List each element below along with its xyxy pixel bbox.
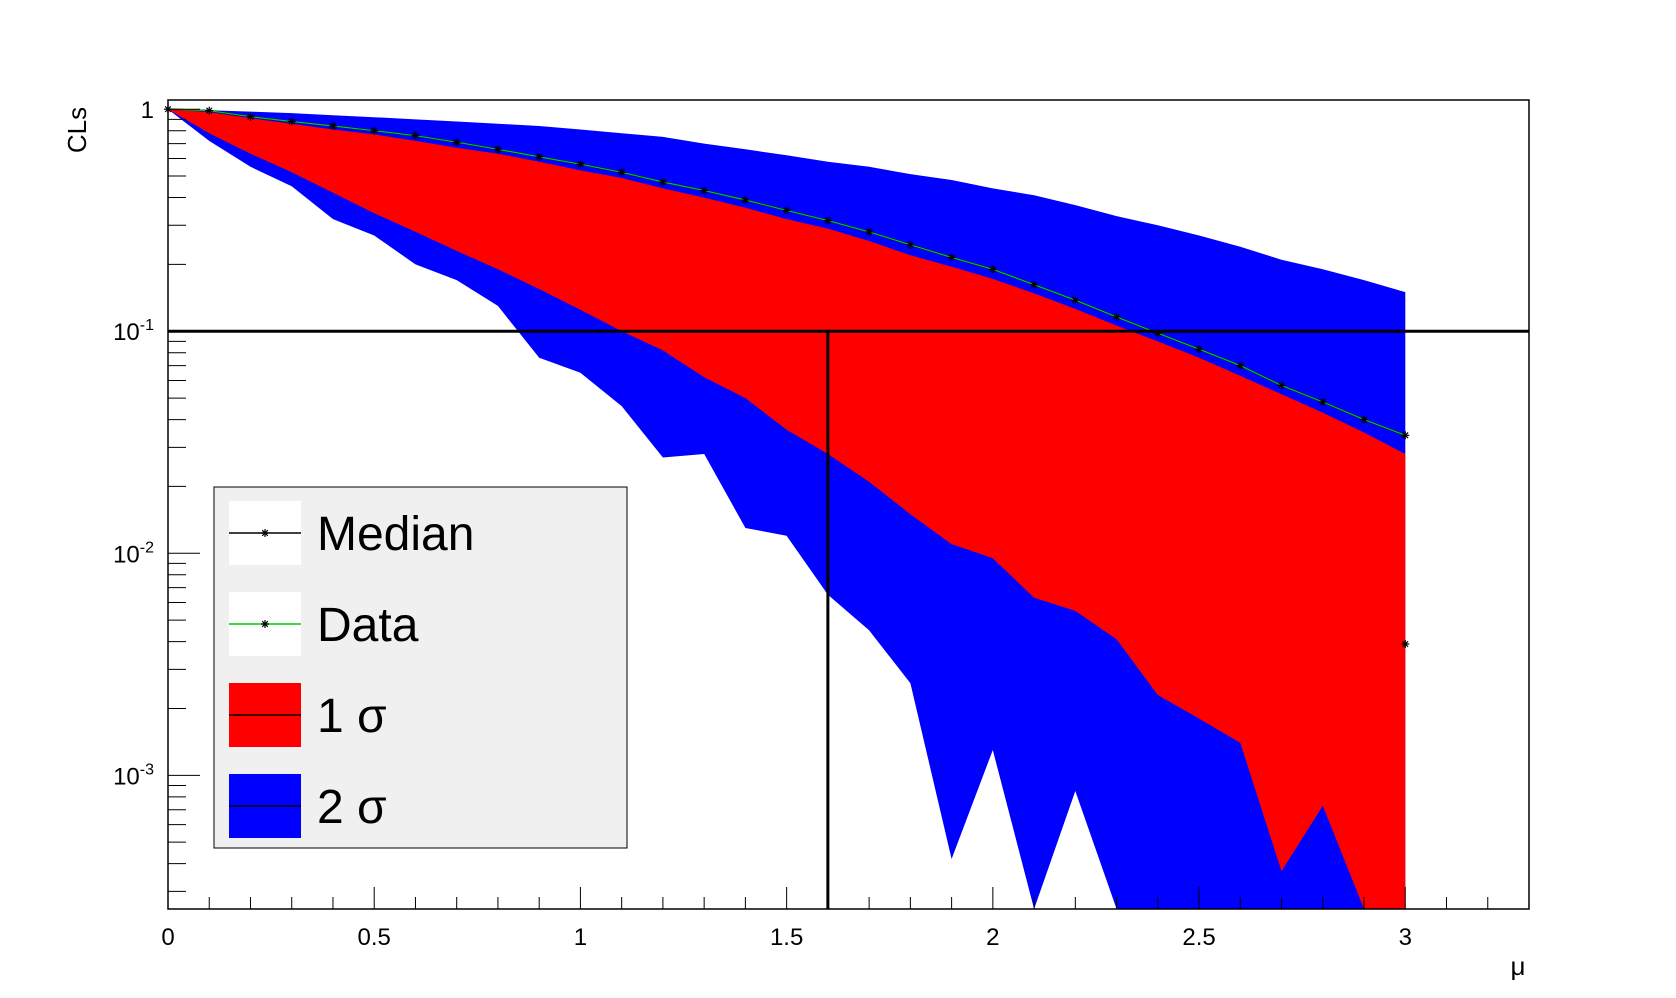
median-point bbox=[493, 145, 502, 154]
median-point bbox=[328, 122, 337, 131]
median-point bbox=[370, 126, 379, 135]
median-point bbox=[452, 138, 461, 147]
legend-label: Median bbox=[317, 508, 474, 561]
median-point bbox=[906, 240, 915, 249]
median-point bbox=[823, 216, 832, 225]
legend-item-2: Data bbox=[229, 592, 419, 656]
median-point bbox=[1277, 381, 1286, 390]
x-tick-label: 0.5 bbox=[358, 924, 391, 951]
legend-label: 1 σ bbox=[317, 690, 387, 743]
axes-layer: 0 0.5 1 1.5 2 2.5 3 1 10-1 10-2 10-3 bbox=[113, 97, 1530, 951]
median-point bbox=[1071, 296, 1080, 305]
x-tick-label: 0 bbox=[161, 924, 174, 951]
median-point bbox=[1030, 280, 1039, 289]
x-tick-label: 2 bbox=[986, 924, 999, 951]
median-point bbox=[1195, 345, 1204, 354]
extra-point bbox=[1401, 640, 1410, 649]
median-point bbox=[1360, 415, 1369, 424]
x-tick-label: 2.5 bbox=[1182, 924, 1215, 951]
median-point bbox=[1401, 431, 1410, 440]
median-point bbox=[700, 186, 709, 195]
median-point bbox=[1318, 398, 1327, 407]
y-tick-label: 10-1 bbox=[113, 317, 154, 346]
x-tick-label: 1.5 bbox=[770, 924, 803, 951]
y-tick-label: 1 bbox=[141, 97, 154, 124]
median-point bbox=[287, 117, 296, 126]
median-point bbox=[205, 106, 214, 115]
legend-label: Data bbox=[317, 599, 419, 652]
median-point bbox=[741, 195, 750, 204]
lines-layer bbox=[164, 105, 1410, 649]
y-axis-title: CLs bbox=[62, 107, 92, 153]
x-tick-label: 1 bbox=[574, 924, 587, 951]
y-tick-label: 10-3 bbox=[113, 761, 154, 790]
y-tick-label: 10-2 bbox=[113, 539, 154, 568]
legend-marker bbox=[261, 620, 269, 628]
legend-label: 2 σ bbox=[317, 781, 387, 834]
legend-item-4: 2 σ bbox=[229, 774, 387, 838]
median-point bbox=[576, 160, 585, 169]
median-point bbox=[411, 131, 420, 140]
legend: Median Data 1 σ 2 σ bbox=[213, 486, 628, 849]
x-axis-title: μ bbox=[1511, 951, 1526, 981]
median-point bbox=[535, 152, 544, 161]
median-point bbox=[782, 206, 791, 215]
median-point bbox=[617, 168, 626, 177]
legend-item-1: Median bbox=[229, 501, 474, 565]
median-point bbox=[1236, 361, 1245, 370]
median-point bbox=[1112, 312, 1121, 321]
legend-item-3: 1 σ bbox=[229, 683, 387, 747]
band-1-sigma bbox=[168, 109, 1406, 909]
legend-marker bbox=[261, 529, 269, 537]
median-point bbox=[658, 177, 667, 186]
median-point bbox=[865, 227, 874, 236]
median-point bbox=[988, 265, 997, 274]
plot-frame bbox=[167, 99, 1530, 910]
median-point bbox=[246, 112, 255, 121]
median-point bbox=[947, 253, 956, 262]
x-tick-label: 3 bbox=[1399, 924, 1412, 951]
reference-lines bbox=[168, 329, 1529, 909]
